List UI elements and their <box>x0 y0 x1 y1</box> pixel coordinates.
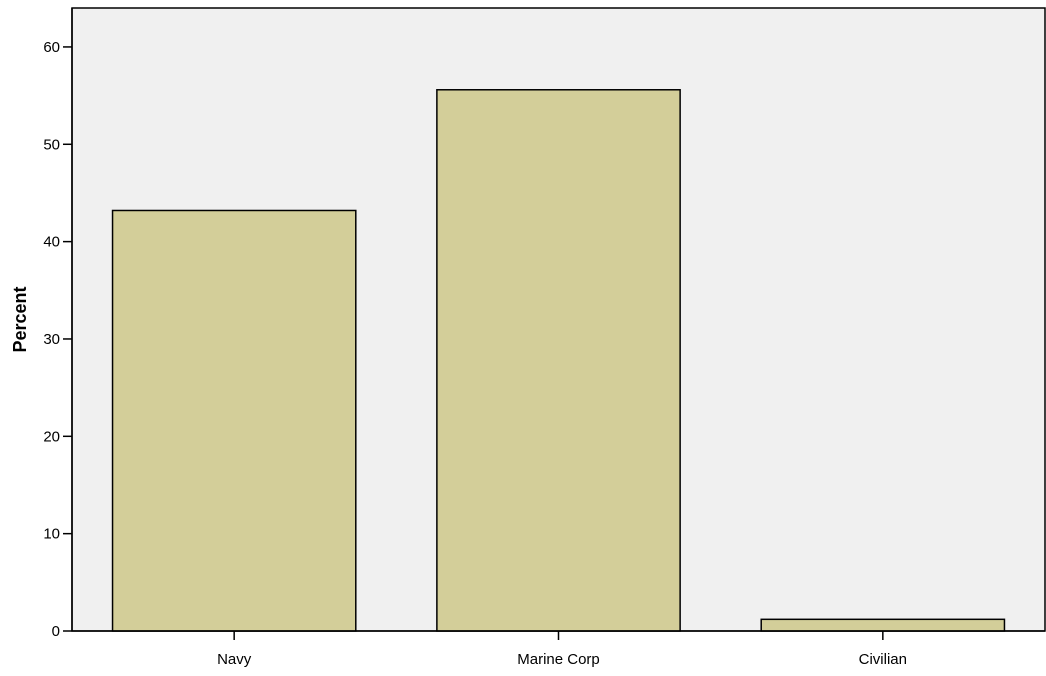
y-tick-label: 10 <box>43 526 60 543</box>
y-tick-label: 40 <box>43 234 60 251</box>
bar-civilian <box>760 618 1006 632</box>
x-tick-label: Navy <box>217 651 252 668</box>
y-tick-label: 20 <box>43 428 60 445</box>
bar-marine-corp <box>436 89 681 632</box>
y-tick-label: 0 <box>52 623 60 640</box>
x-tick-label: Civilian <box>859 651 907 668</box>
y-tick-label: 30 <box>43 331 60 348</box>
bar-navy <box>111 209 357 632</box>
axes-group <box>63 8 1045 640</box>
y-tick-label: 50 <box>43 136 60 153</box>
y-tick-label: 60 <box>43 39 60 56</box>
bars-group <box>111 89 1006 632</box>
y-axis-title: Percent <box>10 286 30 352</box>
labels-group: 0 10 20 30 40 50 60 Navy Marine Corp Civilian <box>43 39 907 668</box>
x-tick-label: Marine Corp <box>517 651 600 668</box>
